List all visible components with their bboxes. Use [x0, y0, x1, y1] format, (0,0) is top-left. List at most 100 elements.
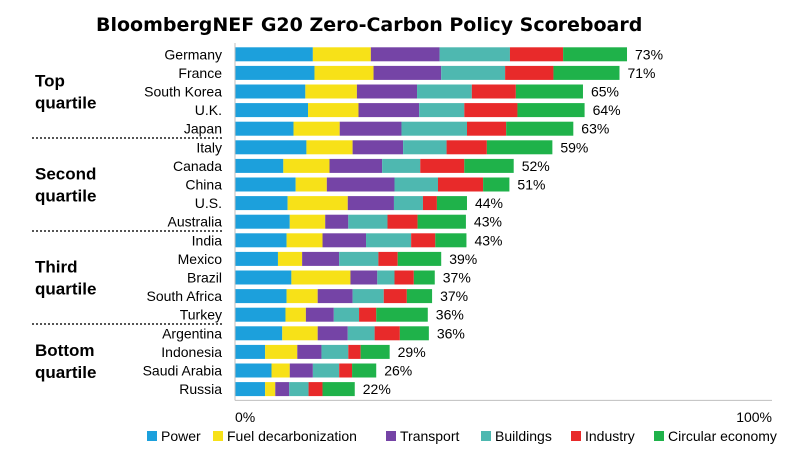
bar-segment-buildings [352, 289, 384, 304]
bar-segment-circular-economy [406, 289, 433, 304]
bar-segment-circular-economy [483, 177, 510, 192]
total-score-label: 64% [593, 102, 621, 118]
legend-label: Transport [400, 428, 460, 444]
legend-label: Power [161, 428, 201, 444]
bar-segment-circular-economy [376, 307, 428, 322]
bar-segment-fuel-decarbonization [291, 270, 351, 285]
bar-segment-transport [326, 177, 395, 192]
category-label: Australia [168, 214, 223, 230]
bar-segment-buildings [401, 121, 467, 136]
bar-segment-circular-economy [436, 196, 467, 211]
bar-segment-transport [317, 289, 353, 304]
bar-segment-industry [348, 344, 361, 359]
total-score-label: 36% [437, 325, 465, 341]
legend-swatch [654, 431, 664, 441]
total-score-label: 22% [363, 381, 391, 397]
bar-segment-fuel-decarbonization [271, 363, 290, 378]
bar-segment-power [235, 47, 313, 62]
bar-segment-industry [387, 214, 418, 229]
bar-segment-industry [308, 382, 323, 397]
legend-item-transport: Transport [386, 428, 460, 444]
bar-segment-circular-economy [553, 65, 620, 80]
bar-segment-industry [420, 158, 465, 173]
bar-segment-power [235, 233, 287, 248]
bar-row-south-africa: South Africa 37% [147, 288, 469, 304]
bar-segment-buildings [393, 196, 423, 211]
bar-segment-industry [422, 196, 437, 211]
bar-segment-buildings [417, 84, 472, 99]
bar-segment-industry [437, 177, 484, 192]
total-score-label: 37% [443, 270, 471, 286]
legend-item-power: Power [147, 428, 201, 444]
category-label: U.S. [195, 195, 222, 211]
bar-segment-industry [471, 84, 516, 99]
bar-segment-industry [464, 103, 518, 118]
bar-segment-buildings [333, 307, 360, 322]
bar-segment-power [235, 177, 296, 192]
total-score-label: 39% [449, 251, 477, 267]
bar-segment-fuel-decarbonization [312, 47, 371, 62]
bar-segment-circular-economy [517, 103, 585, 118]
category-label: Germany [164, 46, 222, 62]
bar-segment-buildings [382, 158, 421, 173]
bar-segment-buildings [321, 344, 349, 359]
bar-segment-power [235, 289, 287, 304]
bar-segment-industry [466, 121, 507, 136]
bar-segment-transport [302, 251, 340, 266]
legend-label: Buildings [495, 428, 552, 444]
bar-segment-circular-economy [417, 214, 466, 229]
bar-segment-power [235, 307, 286, 322]
bar-segment-power [235, 344, 266, 359]
quartile-label: Second [35, 165, 96, 184]
bar-segment-fuel-decarbonization [286, 233, 323, 248]
legend-swatch [147, 431, 157, 441]
bar-segment-industry [411, 233, 436, 248]
total-score-label: 37% [440, 288, 468, 304]
bar-segment-circular-economy [360, 344, 390, 359]
total-score-label: 43% [474, 214, 502, 230]
bar-segment-fuel-decarbonization [265, 344, 298, 359]
bar-row-australia: Australia 43% [168, 214, 502, 230]
bar-segment-fuel-decarbonization [305, 84, 357, 99]
bar-segment-power [235, 84, 306, 99]
bar-segment-transport [370, 47, 440, 62]
bar-segment-fuel-decarbonization [277, 251, 303, 266]
category-label: U.K. [195, 102, 222, 118]
legend-label: Circular economy [668, 428, 777, 444]
quartile-label: quartile [35, 94, 96, 113]
category-label: Indonesia [161, 344, 222, 360]
bar-segment-fuel-decarbonization [283, 158, 330, 173]
bar-segment-circular-economy [352, 363, 377, 378]
bar-segment-fuel-decarbonization [285, 307, 306, 322]
category-label: Russia [179, 381, 222, 397]
quartile-label: Bottom [35, 341, 94, 360]
bar-segment-circular-economy [515, 84, 583, 99]
bar-segment-fuel-decarbonization [293, 121, 340, 136]
bar-segment-industry [505, 65, 554, 80]
chart-title: BloombergNEF G20 Zero-Carbon Policy Scor… [96, 14, 642, 36]
legend-label: Industry [585, 428, 635, 444]
quartile-label: quartile [35, 187, 96, 206]
bar-segment-power [235, 363, 272, 378]
category-label: Mexico [178, 251, 223, 267]
bar-segment-transport [329, 158, 383, 173]
quartile-groups: Top quartile Second quartile Third quartile Bo… [32, 72, 222, 382]
bar-segment-industry [394, 270, 414, 285]
quartile-label: Third [35, 258, 78, 277]
legend-swatch [571, 431, 581, 441]
bar-row-brazil: Brazil 37% [187, 270, 471, 286]
bar-row-south-korea: South Korea 65% [144, 84, 619, 100]
legend-swatch [481, 431, 491, 441]
legend-swatch [386, 431, 396, 441]
total-score-label: 59% [560, 139, 588, 155]
bar-segment-power [235, 65, 315, 80]
bar-row-u-k: U.K. 64% [195, 102, 621, 118]
bar-segment-fuel-decarbonization [282, 326, 318, 341]
bar-segment-circular-economy [413, 270, 435, 285]
bar-segment-circular-economy [563, 47, 628, 62]
bar-segment-transport [297, 344, 322, 359]
bar-segment-transport [347, 196, 394, 211]
bar-segment-fuel-decarbonization [286, 289, 318, 304]
category-label: Italy [196, 139, 222, 155]
bar-segment-transport [373, 65, 442, 80]
